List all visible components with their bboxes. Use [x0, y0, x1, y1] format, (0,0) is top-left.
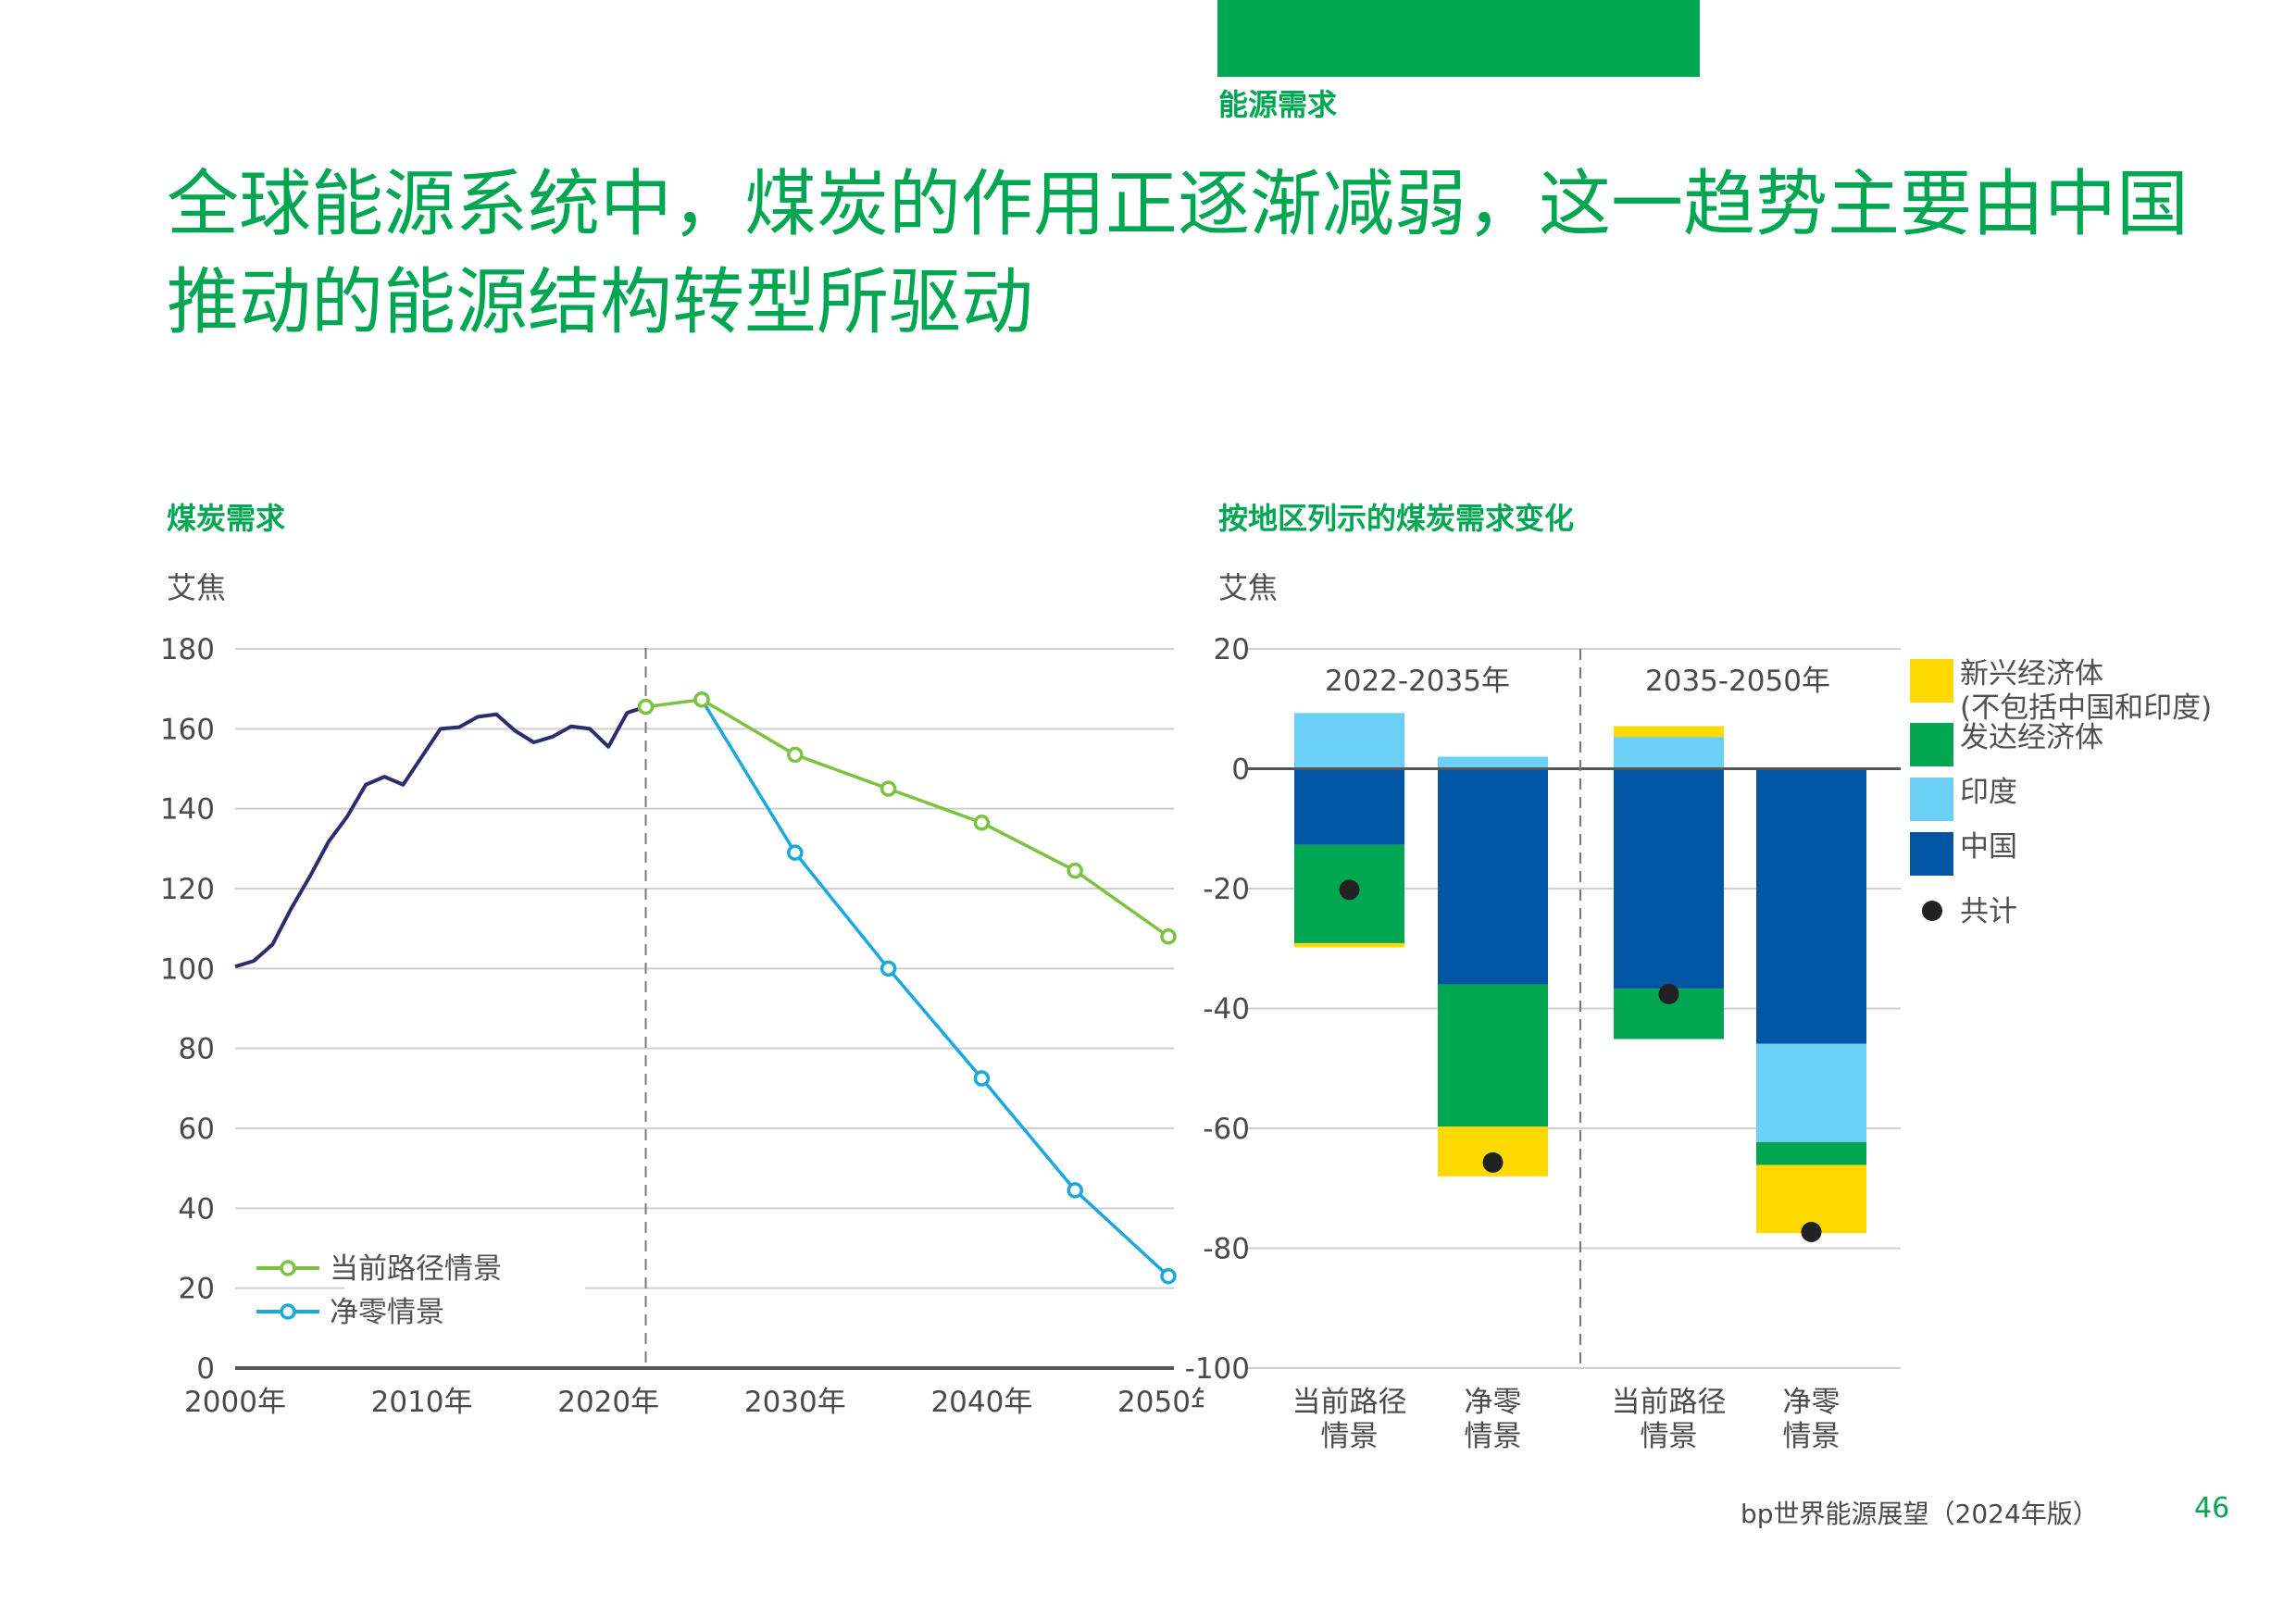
bar-segment-developed	[1438, 984, 1548, 1127]
data-point-net-zero	[1160, 1267, 1177, 1285]
y-tick-label: 180	[160, 633, 215, 666]
category-label: 净零	[1783, 1386, 1841, 1419]
data-point-current-trajectory	[693, 691, 710, 708]
data-point-current-trajectory	[787, 746, 804, 764]
page-number: 46	[2194, 1492, 2230, 1525]
x-tick-label: 2050年	[1117, 1386, 1204, 1419]
bar-segment-india	[1438, 756, 1548, 769]
data-point-current-trajectory	[637, 698, 655, 716]
legend-swatch-china	[1910, 832, 1953, 876]
y-tick-label: 100	[160, 952, 215, 986]
legend-label: 净零情景	[330, 1296, 444, 1329]
data-point-net-zero	[973, 1070, 991, 1087]
y-tick-label: 40	[179, 1192, 215, 1226]
bar-segment-china	[1294, 768, 1404, 845]
x-tick-label: 2000年	[184, 1386, 286, 1419]
total-marker	[1339, 879, 1360, 901]
y-tick-label: 0	[196, 1352, 215, 1386]
category-label: 情景	[1783, 1420, 1841, 1453]
legend-marker-icon	[280, 1303, 296, 1320]
bar-segment-india	[1614, 737, 1724, 769]
bar-segment-developed	[1756, 1141, 1866, 1165]
section-color-bar	[1217, 0, 1700, 77]
y-tick-label: 0	[1231, 753, 1250, 787]
regional-change-chart-title: 按地区列示的煤炭需求变化	[1218, 501, 1575, 536]
bar-segment-emerging	[1614, 726, 1724, 738]
y-tick-label: 120	[160, 873, 215, 906]
bar-segment-emerging	[1294, 942, 1404, 948]
legend-label: 共计	[1960, 895, 2017, 928]
regional-change-unit-label: 艾焦	[1218, 570, 1279, 605]
bar-segment-india	[1756, 1043, 1866, 1142]
bar-segment-emerging	[1756, 1164, 1866, 1234]
bar-segment-india	[1294, 713, 1404, 769]
total-marker	[1801, 1222, 1822, 1243]
x-tick-label: 2020年	[557, 1386, 659, 1419]
y-tick-label: -100	[1185, 1352, 1250, 1386]
y-tick-label: 140	[160, 793, 215, 827]
data-point-current-trajectory	[973, 815, 991, 831]
data-point-net-zero	[1067, 1182, 1083, 1199]
data-point-current-trajectory	[1160, 928, 1177, 945]
data-point-net-zero	[880, 960, 897, 977]
total-marker	[1658, 983, 1679, 1004]
data-point-net-zero	[787, 844, 804, 861]
x-tick-label: 2010年	[371, 1386, 473, 1419]
y-tick-label: 80	[179, 1033, 215, 1066]
y-tick-label: -80	[1203, 1233, 1250, 1266]
bar-segment-china	[1438, 768, 1548, 985]
regional-change-bar-chart: 20 0 -20 -40 -60 -80 -100 2022-2035年 2035-2050年当…	[1185, 633, 2213, 1453]
y-tick-label: -60	[1203, 1113, 1250, 1146]
x-tick-label: 2030年	[744, 1386, 846, 1419]
bar-segment-china	[1614, 768, 1724, 989]
y-tick-label: -20	[1203, 873, 1250, 906]
legend-marker-icon	[280, 1260, 296, 1276]
legend-label: 当前路径情景	[330, 1252, 502, 1286]
legend-label: 中国	[1960, 830, 2017, 864]
series-line-historical	[234, 704, 647, 969]
data-point-current-trajectory	[880, 780, 897, 797]
data-point-current-trajectory	[1067, 862, 1083, 879]
group-label: 2022-2035年	[1325, 665, 1510, 698]
page-title-line-2: 推动的能源结构转型所驱动	[167, 261, 1034, 344]
y-tick-label: 60	[179, 1113, 215, 1146]
y-tick-label: 20	[179, 1273, 215, 1306]
coal-demand-line-chart: 0 20 40 60 80 100 120 140 160 180 2000年 2010年 2020年 2…	[160, 633, 1204, 1419]
coal-demand-unit-label: 艾焦	[167, 570, 227, 605]
series-line-net-zero	[700, 698, 1170, 1278]
category-label: 情景	[1641, 1420, 1698, 1453]
legend-label: 发达经济体	[1960, 721, 2103, 754]
category-label: 净零	[1465, 1386, 1522, 1419]
legend-swatch-developed	[1910, 723, 1953, 766]
group-label: 2035-2050年	[1645, 665, 1830, 698]
category-label: 当前路径	[1612, 1386, 1727, 1419]
category-label: 当前路径	[1292, 1386, 1407, 1419]
x-tick-label: 2040年	[930, 1386, 1032, 1419]
coal-demand-chart-title: 煤炭需求	[167, 501, 286, 536]
category-label: 情景	[1465, 1420, 1522, 1453]
bar-segment-china	[1756, 768, 1866, 1044]
legend-total-marker	[1922, 901, 1942, 921]
legend-label: 新兴经济体	[1960, 657, 2103, 691]
section-label: 能源需求	[1218, 87, 1338, 122]
y-tick-label: -40	[1203, 993, 1250, 1027]
page-title-line-1: 全球能源系统中，煤炭的作用正逐渐减弱，这一趋势主要由中国	[167, 163, 2190, 246]
y-tick-label: 160	[160, 713, 215, 746]
legend-swatch-emerging	[1910, 659, 1953, 703]
y-tick-label: 20	[1214, 633, 1250, 666]
legend-swatch-india	[1910, 778, 1953, 821]
category-label: 情景	[1321, 1420, 1379, 1453]
total-marker	[1482, 1151, 1504, 1173]
footer-publication: bp世界能源展望（2024年版）	[1741, 1499, 2099, 1529]
legend-label: (不包括中国和印度)	[1960, 691, 2212, 725]
page-title: 全球能源系统中，煤炭的作用正逐渐减弱，这一趋势主要由中国 推动的能源结构转型所驱…	[167, 156, 2240, 352]
legend-label: 印度	[1960, 776, 2017, 809]
